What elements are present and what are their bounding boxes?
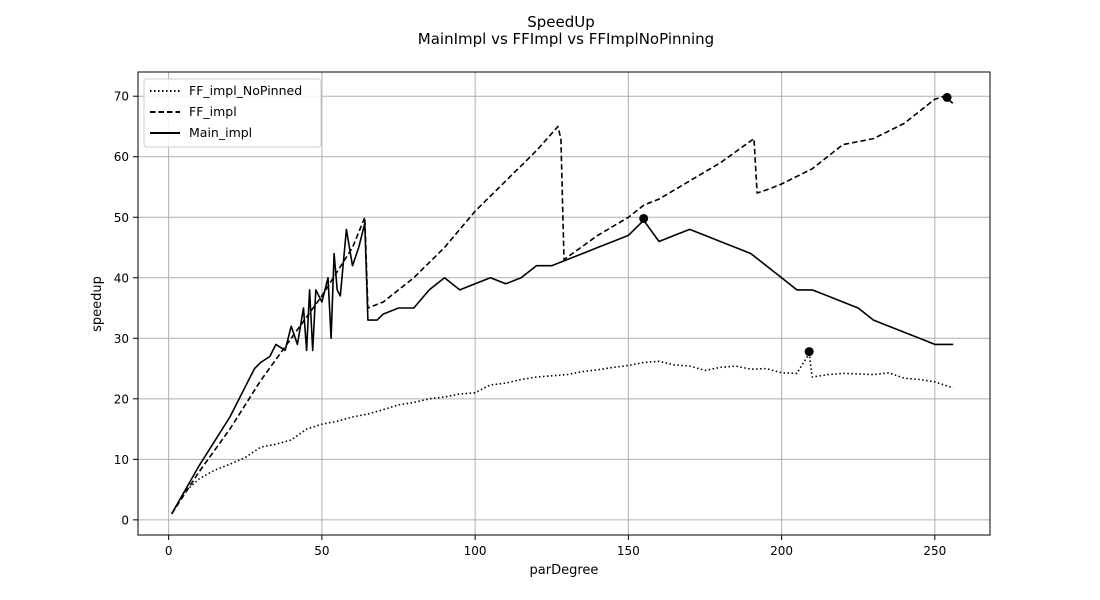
x-tick-label: 50: [314, 544, 329, 558]
y-tick-label: 60: [114, 150, 129, 164]
y-axis-ticks: 0 10 20 30 40 50 60 70: [114, 90, 138, 527]
x-tick-label: 100: [464, 544, 487, 558]
peak-marker: [942, 92, 952, 102]
legend-label-noPinned: FF_impl_NoPinned: [189, 83, 302, 98]
y-tick-label: 40: [114, 271, 129, 285]
y-tick-label: 70: [114, 90, 129, 104]
marker-layer: [639, 92, 952, 357]
x-tick-label: 0: [165, 544, 173, 558]
chart-title: SpeedUp: [527, 13, 595, 31]
y-tick-label: 0: [121, 513, 129, 527]
legend: FF_impl_NoPinned FF_impl Main_impl: [143, 78, 322, 148]
peak-marker: [639, 213, 649, 223]
chart-subtitle: MainImpl vs FFImpl vs FFImplNoPinning: [418, 30, 714, 48]
series-line-FF_impl: [171, 95, 954, 515]
series-line-Main_impl: [171, 219, 954, 515]
y-axis-label: speedup: [90, 276, 105, 332]
series-line-FF_impl_NoPinned: [171, 352, 954, 515]
y-tick-label: 10: [114, 453, 129, 467]
grid: [138, 72, 990, 535]
x-tick-label: 250: [923, 544, 946, 558]
legend-label-main: Main_impl: [189, 125, 252, 140]
y-tick-label: 50: [114, 211, 129, 225]
series-layer: [171, 95, 954, 515]
plot-frame: [137, 71, 991, 536]
peak-marker: [804, 347, 814, 357]
x-tick-label: 150: [617, 544, 640, 558]
legend-box: [143, 78, 322, 148]
x-axis-label: parDegree: [530, 563, 599, 578]
x-axis-ticks: 0 50 100 150 200 250: [165, 535, 946, 558]
y-tick-label: 20: [114, 392, 129, 406]
x-tick-label: 200: [770, 544, 793, 558]
y-tick-label: 30: [114, 332, 129, 346]
legend-label-ff: FF_impl: [189, 104, 237, 119]
